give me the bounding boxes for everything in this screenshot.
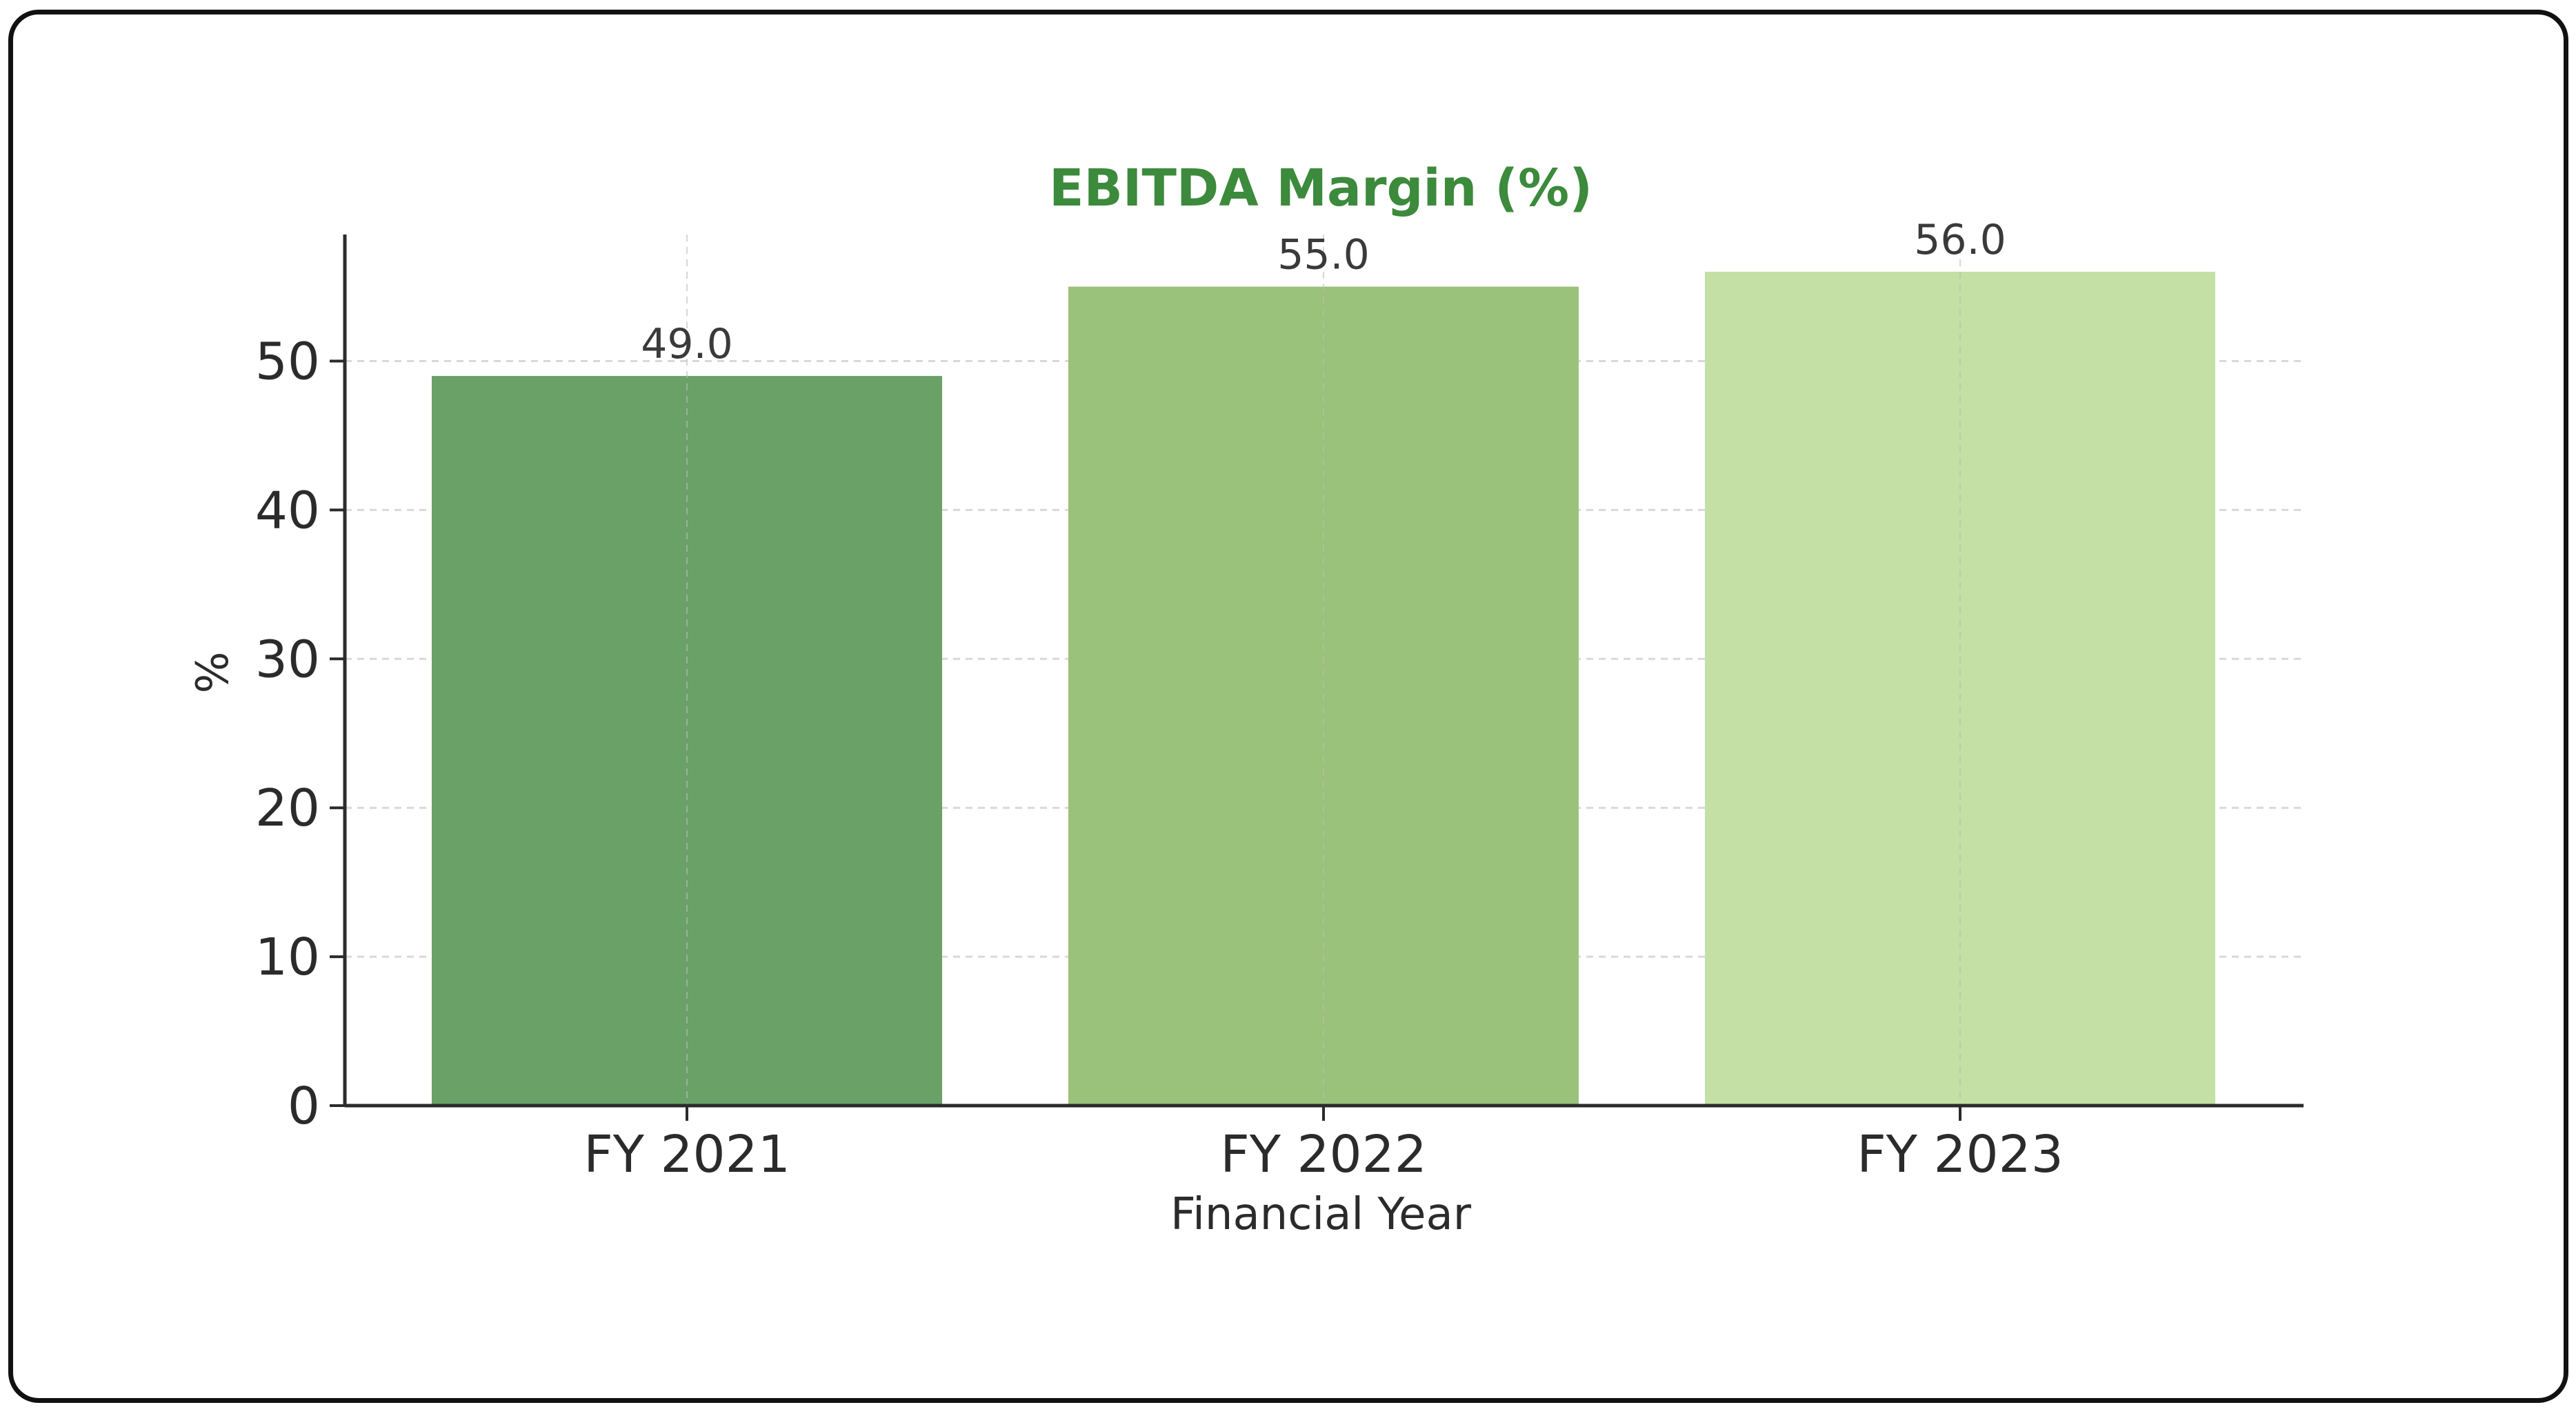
x-axis-label: Financial Year bbox=[1170, 1189, 1472, 1240]
bar-value-label: 49.0 bbox=[641, 320, 733, 368]
x-tick-label: FY 2021 bbox=[583, 1125, 790, 1184]
labels-layer: 0 10 20 30 40 50 49.0 FY 2021 55.0 FY 2022 56.0 FY … bbox=[255, 216, 2064, 1184]
y-tick-label: 40 bbox=[255, 481, 320, 540]
bar-value-label: 55.0 bbox=[1277, 231, 1370, 279]
bar-value-label: 56.0 bbox=[1914, 216, 2006, 264]
y-tick-label: 10 bbox=[255, 928, 320, 987]
chart-title: EBITDA Margin (%) bbox=[1049, 159, 1592, 218]
y-axis-label: % bbox=[188, 652, 239, 694]
y-tick-label: 20 bbox=[255, 779, 320, 838]
axes-layer bbox=[330, 235, 2304, 1121]
x-tick-label: FY 2022 bbox=[1220, 1125, 1427, 1184]
vertical-grid-layer bbox=[686, 235, 1961, 1106]
y-tick-label: 0 bbox=[288, 1077, 320, 1136]
x-tick-label: FY 2023 bbox=[1857, 1125, 2064, 1184]
y-tick-label: 50 bbox=[255, 332, 320, 392]
y-tick-label: 30 bbox=[255, 630, 320, 689]
